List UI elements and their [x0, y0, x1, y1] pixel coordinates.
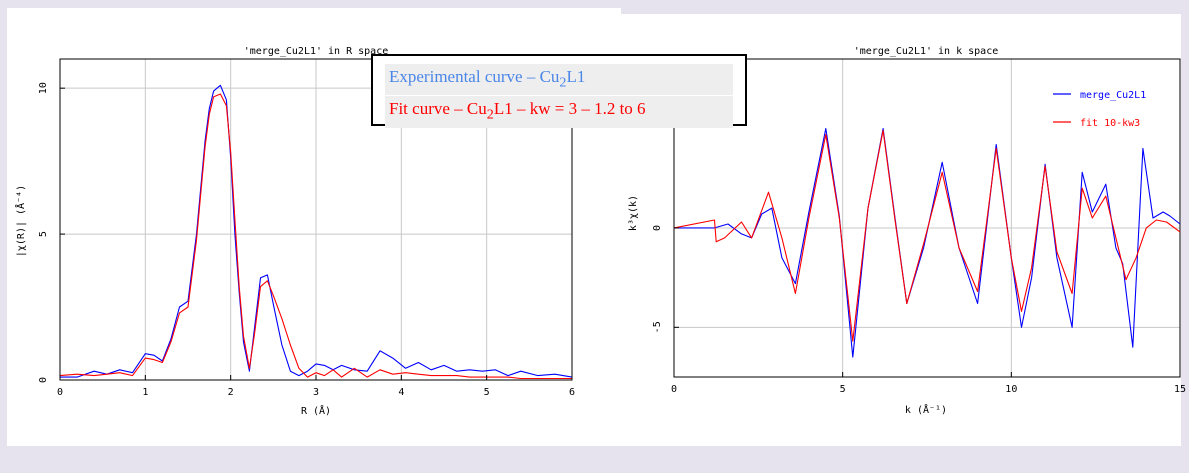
r-space-y-tick-label: 10 [38, 82, 49, 94]
r-space-x-tick-label: 1 [142, 387, 148, 398]
fit-curve-subscript: 2 [486, 106, 494, 123]
r-space-x-tick-label: 4 [398, 387, 404, 398]
legend-label: merge_Cu2L1 [1080, 90, 1146, 101]
fit-curve-annotation: Fit curve – Cu2L1 – kw = 3 – 1.2 to 6 [385, 96, 733, 128]
k-space-x-tick-label: 15 [1174, 384, 1186, 395]
r-space-x-tick-label: 3 [313, 387, 319, 398]
experimental-curve-annotation: Experimental curve – Cu2L1 [385, 64, 733, 96]
experimental-curve-text: Experimental curve – Cu [389, 67, 560, 86]
fit-curve-text: Fit curve – Cu [389, 99, 487, 119]
r-space-y-tick-label: 5 [38, 231, 49, 237]
r-space-ticks: 0 1 2 3 4 5 6 0 5 10 [38, 82, 575, 398]
r-space-series-fit-line [59, 93, 572, 380]
r-space-title: 'merge_Cu2L1' in R space [244, 46, 389, 57]
k-space-ticks: 0 5 10 15 -5 0 [652, 225, 1186, 395]
k-space-y-axis-label: k³χ(k) [628, 195, 639, 231]
experimental-curve-subscript: 2 [559, 74, 567, 91]
fit-curve-text-suffix: L1 – kw = 3 – 1.2 to 6 [493, 99, 646, 119]
r-space-x-tick-label: 2 [228, 387, 234, 398]
r-space-series [59, 84, 573, 380]
r-space-y-tick-label: 0 [38, 377, 49, 383]
k-space-x-tick-label: 10 [1005, 384, 1017, 395]
r-space-x-tick-label: 6 [569, 387, 575, 398]
annotation-box: Experimental curve – Cu2L1 Fit curve – C… [371, 54, 747, 128]
r-space-x-axis-label: R (Å) [301, 404, 331, 417]
r-space-y-axis-label: |χ(R)| (Å⁻⁴) [14, 185, 27, 257]
k-space-chart: 'merge_Cu2L1' in k space 0 5 10 15 -5 0 merge… [628, 46, 1186, 416]
legend-label: fit 10-kw3 [1080, 118, 1140, 129]
k-space-x-tick-label: 5 [840, 384, 846, 395]
k-space-series [673, 128, 1181, 358]
r-space-x-tick-label: 5 [484, 387, 490, 398]
r-space-x-tick-label: 0 [57, 387, 63, 398]
k-space-title: 'merge_Cu2L1' in k space [854, 46, 999, 57]
experimental-curve-text-suffix: L1 [566, 67, 586, 86]
k-space-series-fit-line [673, 129, 1181, 342]
k-space-plot-frame [673, 58, 1181, 378]
k-space-x-tick-label: 0 [671, 384, 677, 395]
k-space-y-tick-label: -5 [652, 321, 663, 333]
k-space-x-axis-label: k (Å⁻¹) [905, 403, 947, 416]
k-space-y-tick-label: 0 [652, 225, 663, 231]
